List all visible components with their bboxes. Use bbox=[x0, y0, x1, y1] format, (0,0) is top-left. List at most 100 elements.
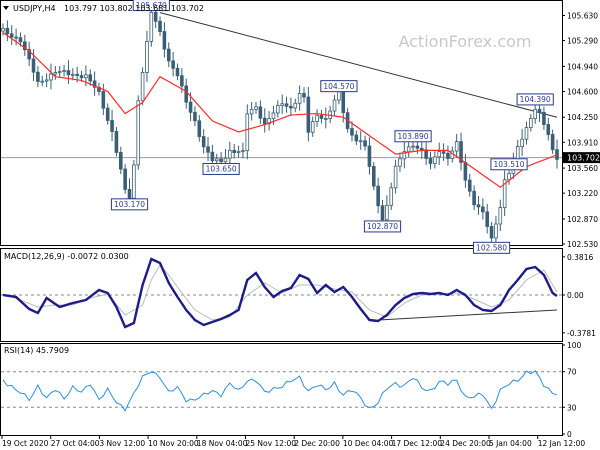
candle-body bbox=[254, 106, 258, 110]
candle-body bbox=[75, 73, 79, 76]
candle-body bbox=[485, 211, 490, 227]
candle-body bbox=[31, 58, 36, 73]
candle-body bbox=[1, 28, 5, 32]
candle-body bbox=[467, 179, 472, 192]
candle-body bbox=[520, 138, 524, 147]
candle-body bbox=[193, 111, 197, 122]
candle-body bbox=[446, 152, 450, 159]
candle-body bbox=[502, 179, 507, 208]
candle-body bbox=[385, 204, 389, 221]
candle-body bbox=[424, 149, 428, 159]
candle-body bbox=[92, 80, 97, 88]
time-tick-label: 25 Nov 12:00 bbox=[246, 439, 297, 448]
candle-body bbox=[23, 41, 27, 50]
candle-body bbox=[319, 114, 324, 119]
swing-label-box bbox=[320, 80, 358, 93]
candle-body bbox=[297, 93, 302, 104]
swing-label: 105.670 bbox=[136, 1, 167, 10]
rsi-line bbox=[2, 370, 558, 412]
time-tick-label: 5 Jan 04:00 bbox=[489, 439, 532, 448]
candle-body bbox=[140, 72, 145, 102]
candle-body bbox=[289, 105, 293, 109]
candle-body bbox=[101, 91, 106, 109]
price-tick-label: 104.940 bbox=[567, 62, 598, 71]
candle-body bbox=[70, 73, 75, 76]
time-tick-label: 10 Dec 04:00 bbox=[343, 439, 394, 448]
time-axis: 19 Oct 2020 27 Oct 04:00 3 Nov 12:00 10 Nov… bbox=[1, 436, 586, 448]
candle-body bbox=[459, 141, 463, 163]
candle-body bbox=[393, 165, 398, 189]
candle-body bbox=[245, 113, 250, 152]
candle-body bbox=[223, 157, 228, 163]
candle-body bbox=[389, 187, 394, 206]
candle-body bbox=[62, 70, 66, 72]
candle-body bbox=[550, 134, 555, 151]
candle-body bbox=[249, 108, 254, 115]
candle-body bbox=[533, 108, 537, 119]
candle-body bbox=[5, 28, 10, 35]
price-tick-label: 104.250 bbox=[567, 113, 598, 122]
dropdown-triangle-icon[interactable] bbox=[3, 6, 9, 10]
macd-tick-label: 0.3816 bbox=[567, 253, 593, 262]
candle-body bbox=[9, 33, 14, 38]
last-price-tag: 103.702 bbox=[563, 152, 600, 164]
candle-body bbox=[271, 112, 276, 120]
price-tick-label: 105.290 bbox=[567, 37, 598, 46]
candle-body bbox=[57, 71, 62, 73]
symbol-title: USDJPY,H4 bbox=[13, 4, 56, 13]
candle-body bbox=[127, 189, 132, 199]
candle-body bbox=[162, 31, 167, 50]
swing-label-box bbox=[132, 0, 170, 12]
swing-label: 103.170 bbox=[114, 200, 145, 209]
swing-label-box bbox=[110, 198, 149, 211]
candle-body bbox=[180, 75, 184, 87]
time-tick-label: 2 Dec 20:00 bbox=[294, 439, 340, 448]
candle-body bbox=[367, 145, 372, 167]
rsi-tick-label: 30 bbox=[567, 403, 577, 412]
candle-body bbox=[472, 190, 476, 206]
candle-body bbox=[219, 158, 223, 163]
candle-body bbox=[210, 151, 215, 162]
candle-body bbox=[515, 146, 520, 160]
rsi-tick-label: 0 bbox=[567, 430, 572, 439]
swing-label: 102.870 bbox=[367, 222, 398, 231]
candle-body bbox=[302, 93, 306, 98]
swing-label: 104.390 bbox=[520, 95, 551, 104]
candle-body bbox=[489, 226, 494, 239]
candle-body bbox=[315, 114, 319, 122]
rsi-axis: 100 70 30 0 bbox=[562, 341, 582, 439]
macd-tick-label: 0.00 bbox=[567, 291, 584, 300]
rsi-tick-label: 70 bbox=[567, 368, 577, 377]
watermark: ActionForex.com bbox=[398, 32, 531, 51]
candle-body bbox=[262, 117, 267, 125]
candle-body bbox=[27, 49, 31, 60]
macd-tick-label: -0.3781 bbox=[567, 329, 596, 338]
swing-label: 104.570 bbox=[323, 82, 354, 91]
main-panel-frame bbox=[0, 0, 563, 246]
candle-body bbox=[36, 71, 40, 82]
swing-label: 103.510 bbox=[494, 160, 525, 169]
candle-body bbox=[49, 73, 53, 81]
candle-body bbox=[354, 134, 359, 142]
candle-body bbox=[44, 79, 49, 82]
candle-body bbox=[358, 140, 363, 143]
price-tick-label: 105.630 bbox=[567, 12, 598, 21]
swing-label-box bbox=[516, 93, 554, 106]
time-tick-label: 12 Jan 12:00 bbox=[538, 439, 586, 448]
candle-body bbox=[350, 128, 354, 136]
candle-body bbox=[241, 150, 245, 153]
candle-body bbox=[476, 204, 481, 208]
candle-body bbox=[371, 166, 376, 187]
candle-body bbox=[206, 146, 210, 153]
candle-body bbox=[402, 151, 407, 160]
candle-body bbox=[84, 74, 88, 79]
candle-body bbox=[188, 101, 193, 113]
candle-body bbox=[537, 108, 542, 113]
candles-group bbox=[1, 4, 559, 245]
swing-label-box bbox=[490, 158, 528, 171]
candle-body bbox=[110, 120, 114, 132]
candle-body bbox=[118, 152, 123, 170]
candle-body bbox=[376, 185, 380, 207]
macd-panel-frame bbox=[0, 248, 563, 342]
